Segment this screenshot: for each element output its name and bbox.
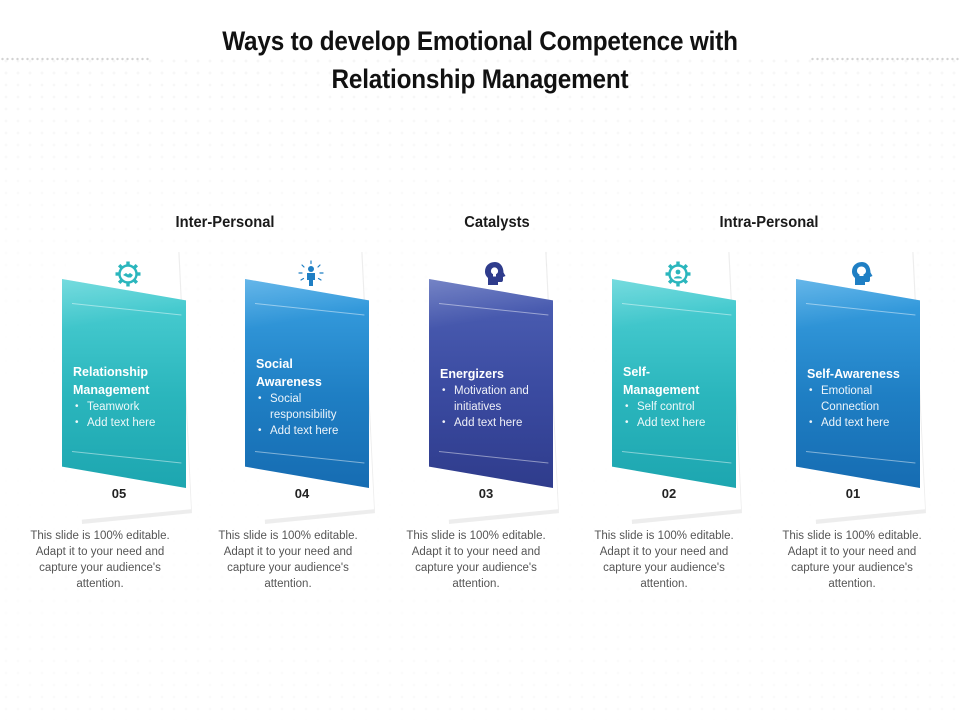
- card-content: Self-Awareness Emotional Connection Add …: [807, 365, 919, 431]
- title-rule-left: [0, 57, 150, 61]
- step-card-02: Self- Management Self control Add text h…: [612, 250, 742, 525]
- bullet-item: Social responsibility: [256, 391, 368, 423]
- card-content: Energizers Motivation and initiatives Ad…: [440, 365, 552, 431]
- bullet-item: Self control: [623, 399, 735, 415]
- title-line-2: Relationship Management: [331, 64, 629, 94]
- bullet-item: Add text here: [623, 415, 735, 431]
- head-profile-icon: [852, 262, 873, 285]
- card-description-02: This slide is 100% editable. Adapt it to…: [594, 530, 734, 590]
- step-number: 02: [661, 486, 677, 501]
- bullet-item: Emotional Connection: [807, 383, 919, 415]
- bullet-item: Teamwork: [73, 399, 185, 415]
- group-label-catalysts: Catalysts: [464, 214, 530, 231]
- step-card-03: Energizers Motivation and initiatives Ad…: [429, 250, 559, 525]
- step-number: 04: [294, 486, 310, 501]
- card-description-05: This slide is 100% editable. Adapt it to…: [30, 530, 170, 590]
- card-description-04: This slide is 100% editable. Adapt it to…: [218, 530, 358, 590]
- card-description-03: This slide is 100% editable. Adapt it to…: [406, 530, 546, 590]
- card-content: Relationship Management Teamwork Add tex…: [73, 363, 185, 431]
- card-band: Relationship Management Teamwork Add tex…: [62, 279, 186, 488]
- card-content: Social Awareness Social responsibility A…: [256, 355, 368, 439]
- person-radiating-icon: [298, 260, 324, 286]
- step-number: 05: [111, 486, 127, 501]
- card-description-01: This slide is 100% editable. Adapt it to…: [782, 530, 922, 590]
- group-label-intra-personal: Intra-Personal: [719, 214, 819, 231]
- step-number: 01: [845, 486, 861, 501]
- bullet-item: Add text here: [807, 415, 919, 431]
- bullet-item: Motivation and initiatives: [440, 383, 552, 415]
- card-band: Social Awareness Social responsibility A…: [245, 279, 369, 488]
- card-band: Self-Awareness Emotional Connection Add …: [796, 279, 920, 488]
- bullet-item: Add text here: [256, 423, 368, 439]
- card-band: Self- Management Self control Add text h…: [612, 279, 736, 488]
- gear-handshake-icon: [115, 261, 141, 287]
- bullet-list: Teamwork Add text here: [73, 399, 185, 431]
- card-band: Energizers Motivation and initiatives Ad…: [429, 279, 553, 488]
- bullet-list: Self control Add text here: [623, 399, 735, 431]
- card-heading: Self-Awareness: [807, 367, 900, 381]
- card-heading: Self- Management: [623, 365, 700, 397]
- step-number: 03: [478, 486, 494, 501]
- step-card-01: Self-Awareness Emotional Connection Add …: [796, 250, 926, 525]
- group-label-inter-personal: Inter-Personal: [175, 214, 275, 231]
- page-title: Ways to develop Emotional Competence wit…: [183, 22, 777, 98]
- bullet-item: Add text here: [440, 415, 552, 431]
- title-line-1: Ways to develop Emotional Competence wit…: [222, 26, 738, 56]
- bullet-item: Add text here: [73, 415, 185, 431]
- card-heading: Relationship Management: [73, 365, 150, 397]
- step-card-04: Social Awareness Social responsibility A…: [245, 250, 375, 525]
- gear-person-icon: [665, 261, 691, 287]
- head-lightbulb-icon: [485, 262, 506, 285]
- card-heading: Energizers: [440, 367, 504, 381]
- step-card-05: Relationship Management Teamwork Add tex…: [62, 250, 192, 525]
- title-rule-right: [810, 57, 960, 61]
- card-content: Self- Management Self control Add text h…: [623, 363, 735, 431]
- card-heading: Social Awareness: [256, 357, 322, 389]
- bullet-list: Emotional Connection Add text here: [807, 383, 919, 431]
- bullet-list: Social responsibility Add text here: [256, 391, 368, 439]
- bullet-list: Motivation and initiatives Add text here: [440, 383, 552, 431]
